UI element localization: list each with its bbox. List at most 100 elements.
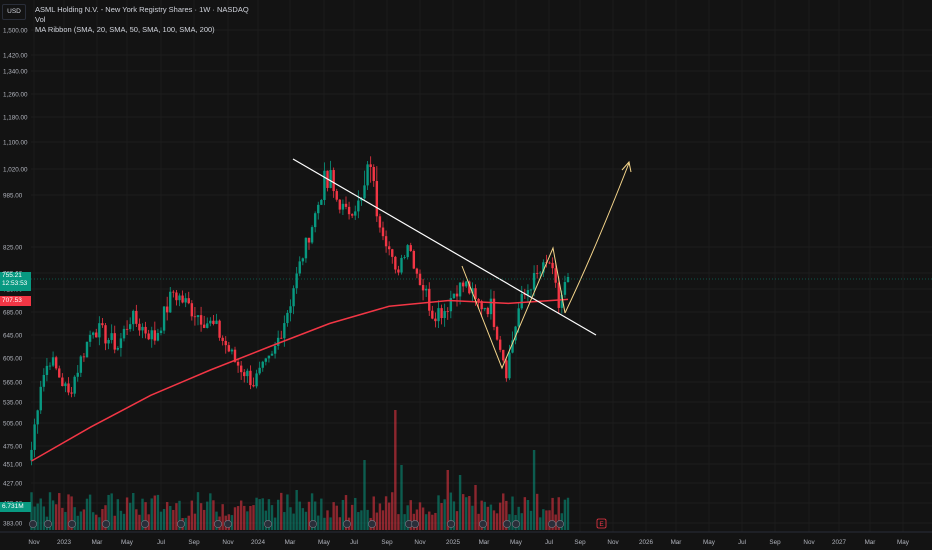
- candle-body: [51, 357, 55, 366]
- dividend-marker-icon: [29, 520, 37, 528]
- volume-bar: [187, 515, 190, 530]
- candle-body: [156, 333, 160, 341]
- volume-bar: [542, 509, 545, 530]
- volume-bar: [409, 500, 412, 530]
- x-tick-label: May: [897, 539, 910, 546]
- y-tick-label: 685.00: [3, 310, 23, 317]
- candle-body: [539, 272, 542, 274]
- volume-bar: [434, 512, 437, 530]
- candle-body: [215, 320, 218, 324]
- volume-bar: [344, 495, 348, 530]
- volume-bar: [391, 492, 394, 530]
- candle-body: [150, 330, 153, 340]
- candle-body: [175, 292, 178, 301]
- volume-bar: [489, 504, 493, 530]
- candle-body: [495, 326, 499, 340]
- currency-badge[interactable]: USD: [2, 4, 26, 20]
- volume-bar: [159, 511, 163, 530]
- candle-body: [33, 424, 36, 450]
- candle-body: [169, 291, 172, 313]
- candle-body: [455, 293, 459, 297]
- volume-bar: [264, 510, 268, 530]
- candle-body: [243, 372, 246, 377]
- dividend-marker-icon: [141, 520, 149, 528]
- volume-bar: [51, 500, 55, 530]
- x-tick-label: Mar: [865, 539, 876, 546]
- volume-bar: [332, 502, 335, 530]
- candle-body: [394, 256, 397, 270]
- volume-bar: [548, 510, 551, 530]
- candle-body: [295, 273, 298, 289]
- candle-body: [135, 310, 138, 324]
- volume-bar: [511, 496, 514, 530]
- candle-body: [246, 370, 249, 377]
- candle-body: [212, 320, 215, 324]
- candle-body: [298, 261, 301, 274]
- volume-bar: [30, 492, 33, 530]
- candle-body: [209, 320, 212, 324]
- candle-body: [449, 298, 453, 312]
- volume-bar: [424, 514, 428, 530]
- volume-bar: [378, 503, 382, 530]
- y-tick-label: 605.00: [3, 356, 23, 363]
- volume-bar: [468, 496, 471, 530]
- x-tick-label: Nov: [803, 539, 815, 546]
- candle-body: [554, 268, 557, 283]
- volume-bar: [261, 498, 264, 530]
- candle-body: [172, 291, 175, 293]
- candle-body: [400, 257, 403, 273]
- y-tick-label: 1,340.00: [3, 69, 28, 76]
- candle-body: [67, 383, 70, 393]
- y-tick-label: 1,260.00: [3, 92, 28, 99]
- candle-body: [354, 211, 357, 216]
- candle-body: [113, 333, 116, 350]
- candle-body: [289, 306, 292, 313]
- x-tick-label: Mar: [479, 539, 490, 546]
- volume-bar: [239, 500, 243, 530]
- volume-bar: [165, 502, 169, 530]
- volume-bar: [267, 499, 271, 530]
- volume-bar: [563, 499, 567, 530]
- candle-body: [412, 250, 416, 269]
- volume-bar: [252, 505, 255, 530]
- candle-body: [563, 282, 567, 295]
- volume-bar: [452, 501, 456, 530]
- volume-bar: [116, 499, 120, 530]
- volume-bar: [39, 498, 42, 530]
- volume-bar: [128, 502, 132, 530]
- volume-bar: [360, 510, 363, 530]
- volume-bar: [36, 503, 39, 530]
- volume-bar: [403, 514, 406, 530]
- volume-bar: [335, 505, 338, 530]
- candle-body: [409, 245, 412, 251]
- volume-bar: [551, 497, 554, 530]
- candle-body: [144, 326, 147, 334]
- volume-bar: [535, 493, 539, 530]
- volume-bar: [545, 510, 548, 530]
- dividend-marker-icon: [309, 520, 317, 528]
- volume-bar: [539, 517, 542, 530]
- volume-bar: [286, 494, 289, 530]
- x-tick-label: Sep: [574, 539, 586, 546]
- volume-bar: [104, 505, 107, 530]
- volume-bar: [304, 511, 308, 530]
- candle-body: [310, 227, 314, 243]
- candle-body: [125, 328, 129, 330]
- volume-bar: [162, 508, 166, 530]
- volume-bar: [270, 505, 274, 530]
- candle-body: [317, 204, 320, 214]
- candle-body: [517, 308, 520, 327]
- candle-body: [218, 320, 221, 338]
- candle-body: [313, 213, 317, 228]
- candle-body: [391, 249, 394, 257]
- candle-body: [424, 288, 428, 291]
- volume-bar: [474, 485, 477, 530]
- volume-bar: [101, 509, 104, 530]
- x-tick-label: Sep: [188, 539, 200, 546]
- candle-body: [147, 333, 150, 340]
- candle-body: [187, 298, 190, 304]
- candle-body: [542, 262, 545, 273]
- volume-bar: [249, 506, 252, 530]
- volume-bar: [48, 492, 52, 530]
